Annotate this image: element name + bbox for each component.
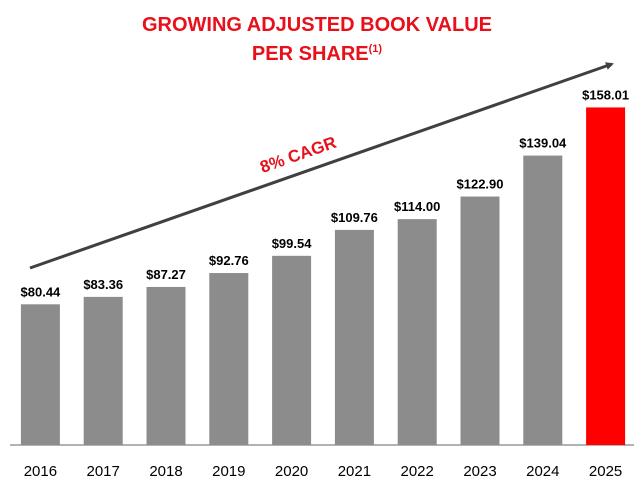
x-tick-label: 2016 xyxy=(24,463,57,480)
title-note: (1) xyxy=(369,43,383,55)
bar xyxy=(272,255,312,445)
bar xyxy=(334,229,374,445)
x-tick-label: 2024 xyxy=(526,463,559,480)
value-label: $92.76 xyxy=(209,253,249,268)
cagr-arrow xyxy=(29,62,614,270)
bar xyxy=(146,286,186,445)
value-label: $122.90 xyxy=(457,177,504,192)
bar xyxy=(397,219,437,445)
chart-title: GROWING ADJUSTED BOOK VALUE xyxy=(142,14,492,36)
value-label: $99.54 xyxy=(272,236,313,251)
bar xyxy=(523,155,563,445)
x-tick-label: 2018 xyxy=(149,463,182,480)
bar xyxy=(83,296,123,445)
value-label: $80.44 xyxy=(21,284,62,299)
value-label: $83.36 xyxy=(83,277,123,292)
annotation: 8% CAGR xyxy=(258,133,339,177)
x-tick-label: 2020 xyxy=(275,463,308,480)
value-label: $114.00 xyxy=(394,199,440,214)
bar xyxy=(20,304,60,445)
x-tick-label: 2019 xyxy=(212,463,245,480)
value-label: $87.27 xyxy=(146,267,186,282)
bar xyxy=(209,273,249,445)
bar xyxy=(460,196,500,445)
bar xyxy=(586,107,626,445)
value-label: $139.04 xyxy=(519,136,567,151)
x-tick-label: 2023 xyxy=(463,463,496,480)
chart-title-line: PER SHARE xyxy=(252,43,369,65)
value-label: $109.76 xyxy=(331,210,378,225)
value-label: $158.01 xyxy=(582,87,629,102)
chart-title: PER SHARE(1) xyxy=(252,43,382,65)
x-tick-label: 2022 xyxy=(401,463,434,480)
x-tick-label: 2021 xyxy=(338,463,371,480)
x-tick-label: 2025 xyxy=(589,463,622,480)
x-tick-label: 2017 xyxy=(87,463,120,480)
